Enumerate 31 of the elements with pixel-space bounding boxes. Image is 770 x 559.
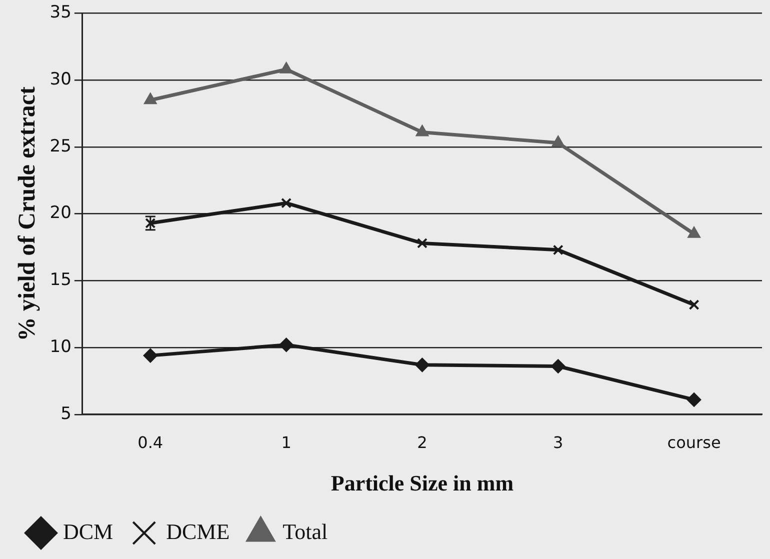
point: [688, 299, 700, 310]
point: [552, 244, 564, 256]
legend-label: DCM: [63, 518, 114, 544]
y-tick-label: 20: [50, 203, 72, 224]
point: [551, 359, 566, 374]
x-tick-label: 1: [281, 433, 292, 452]
y-tick-label: 10: [50, 336, 72, 357]
point: [416, 125, 428, 136]
y-tick-label: 5: [60, 404, 72, 424]
x-tick-label: 2: [417, 433, 428, 452]
point: [144, 93, 157, 104]
point: [688, 226, 700, 238]
x-tick-label: 0.4: [138, 433, 164, 452]
legend-label: Total: [282, 518, 328, 544]
point: [687, 392, 702, 407]
legend-label: DCME: [166, 518, 230, 544]
y-tick-label: 25: [50, 136, 72, 156]
point: [416, 238, 428, 248]
point: [280, 62, 292, 74]
point: [281, 198, 292, 208]
y-axis-title: % yield of Crude extract: [14, 86, 41, 342]
point: [143, 348, 158, 363]
y-tick-label: 35: [50, 2, 72, 23]
y-tick-label: 30: [50, 69, 72, 90]
y-tick-label: 15: [50, 270, 72, 290]
x-axis-title: Particle Size in mm: [330, 470, 514, 496]
point: [415, 358, 430, 372]
x-tick-label: course: [667, 433, 721, 452]
point: [552, 136, 564, 147]
point: [279, 338, 294, 352]
x-tick-label: 3: [553, 433, 564, 452]
